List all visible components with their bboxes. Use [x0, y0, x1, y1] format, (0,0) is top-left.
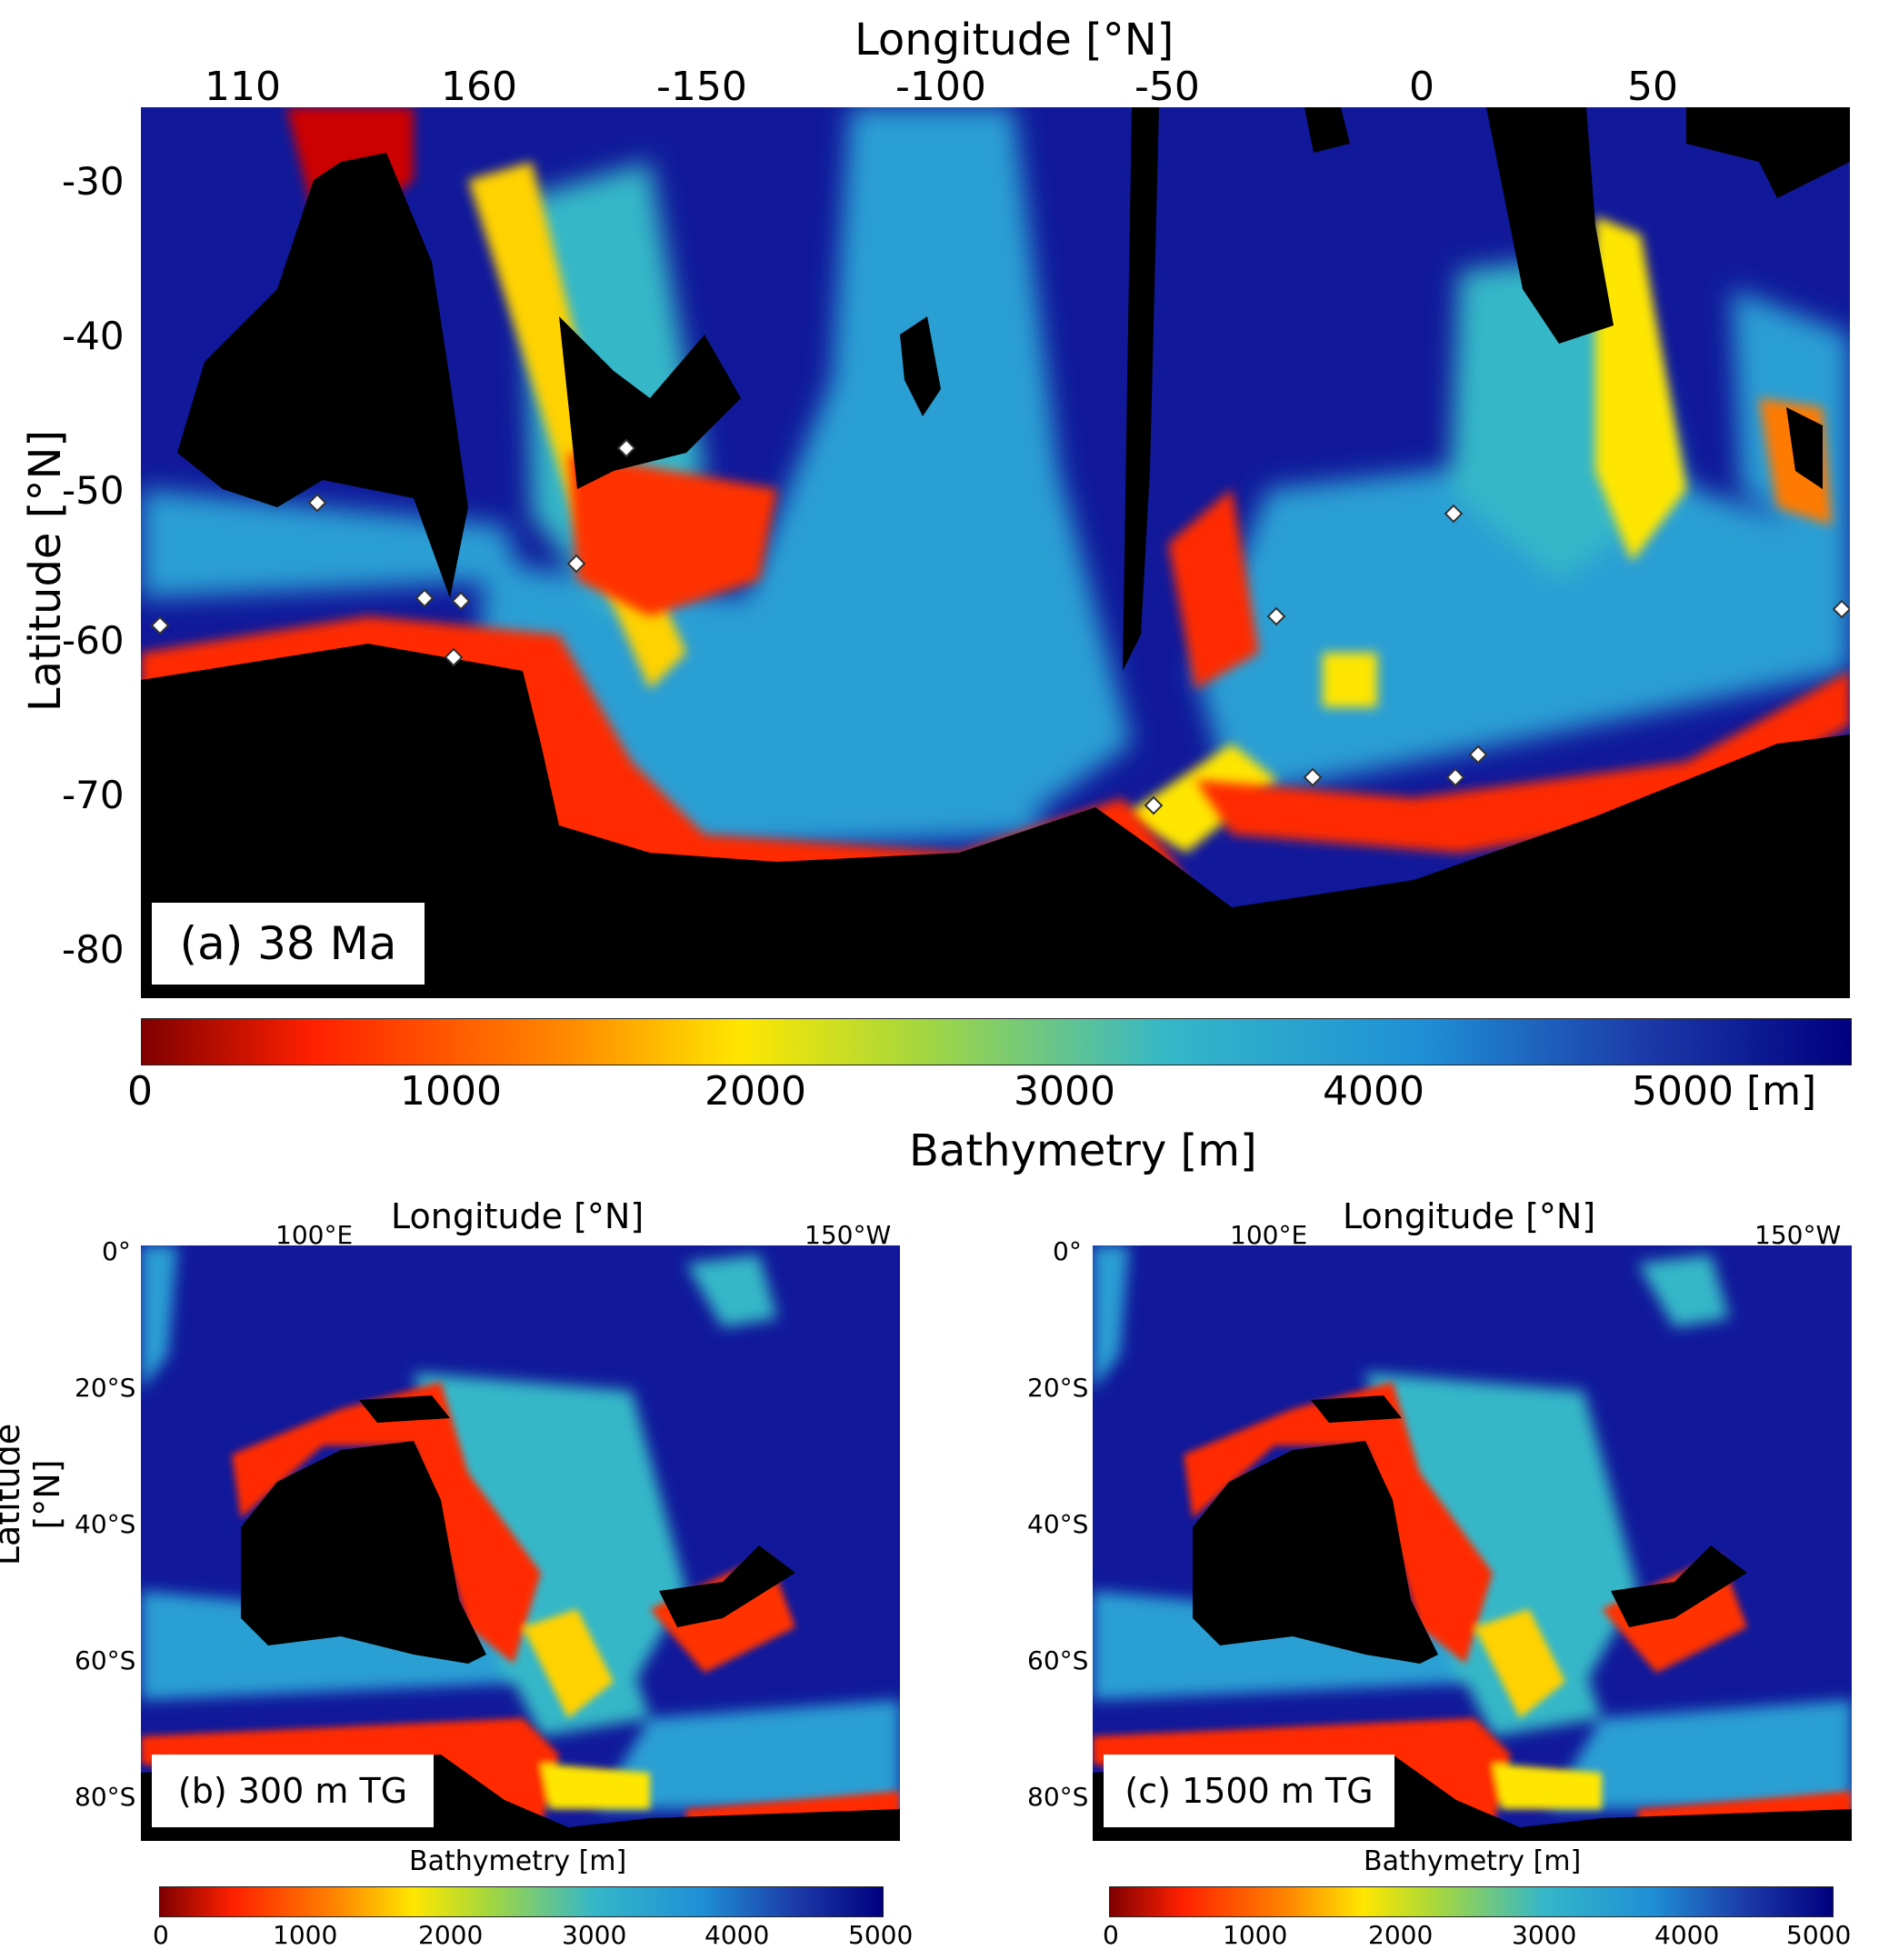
panel-c-xlabel: Longitude [°N] — [1343, 1196, 1596, 1236]
panel-c-x-tick: 100°E — [1230, 1220, 1308, 1250]
landmass-africa-south — [1686, 107, 1850, 198]
panel-b-cb-label: Bathymetry [m] — [409, 1845, 627, 1877]
landmass-africa — [1486, 107, 1614, 344]
landmass-new-zealand — [559, 316, 741, 489]
panel-c-cb-tick: 0 — [1103, 1920, 1119, 1950]
panel-a-y-tick: -50 — [62, 468, 125, 513]
landmass-madagascar-ridge — [1786, 407, 1823, 489]
panel-b-map: (b) 300 m TG — [141, 1245, 900, 1841]
panel-c-y-tick: 80°S — [1027, 1782, 1089, 1812]
landmass-new-zealand — [659, 1545, 795, 1627]
panel-a-y-tick: -40 — [62, 314, 125, 358]
panel-b-y-tick: 40°S — [75, 1509, 136, 1539]
panel-a-y-tick: -70 — [62, 773, 125, 817]
landmass-new-guinea — [1311, 1395, 1402, 1423]
panel-b-cb-tick: 2000 — [418, 1920, 484, 1950]
panel-a: Longitude [°N] 110 160 -150 -100 -50 0 5… — [20, 15, 1852, 1176]
landmass-australia — [241, 1441, 486, 1664]
landmass-antarctica — [141, 644, 1850, 998]
panel-a-cb-tick: 5000 [m] — [1632, 1068, 1817, 1115]
panel-a-cb-tick: 0 — [127, 1068, 153, 1115]
panel-a-cb-tick: 4000 — [1323, 1068, 1424, 1115]
panel-a-x-tick: -100 — [895, 64, 986, 110]
panel-a-y-tick: -30 — [62, 159, 125, 204]
landmass-australia — [1193, 1441, 1438, 1664]
panel-c-y-tick: 40°S — [1027, 1509, 1089, 1539]
panel-c-cb-tick: 5000 — [1786, 1920, 1852, 1950]
panel-c-y-tick: 20°S — [1027, 1373, 1089, 1403]
panel-c-cb-tick: 3000 — [1512, 1920, 1577, 1950]
panel-b-cb-tick: 5000 — [848, 1920, 914, 1950]
panel-a-x-tick: -150 — [656, 64, 747, 110]
panel-a-x-tick: 50 — [1627, 64, 1678, 110]
landmass-new-zealand — [1611, 1545, 1747, 1627]
landmass-small-island — [900, 316, 941, 416]
panel-c-x-tick: 150°W — [1754, 1220, 1842, 1250]
panel-c-map: (c) 1500 m TG — [1093, 1245, 1852, 1841]
panel-b-cb-tick: 4000 — [705, 1920, 770, 1950]
landmass-new-guinea — [359, 1395, 450, 1423]
panel-b-xlabel: Longitude [°N] — [391, 1196, 645, 1236]
panel-a-cb-tick: 1000 — [400, 1068, 502, 1115]
panel-a-cb-tick: 3000 — [1014, 1068, 1115, 1115]
panel-c-y-tick: 60°S — [1027, 1645, 1089, 1675]
panel-b-y-tick: 80°S — [75, 1782, 136, 1812]
site-markers — [150, 438, 1850, 815]
panel-a-cb-label: Bathymetry [m] — [909, 1125, 1257, 1176]
panel-b-cb-tick: 1000 — [273, 1920, 338, 1950]
panel-a-x-tick: -50 — [1134, 64, 1200, 110]
panel-a-x-tick: 0 — [1409, 64, 1434, 110]
panel-c-colorbar — [1109, 1886, 1834, 1917]
panel-b-cb-tick: 3000 — [562, 1920, 627, 1950]
panel-c-cb-tick: 1000 — [1223, 1920, 1288, 1950]
panel-c: Longitude [°N] 100°E 150°W 0° 20°S 40°S … — [945, 1182, 1879, 1960]
panel-c-cb-tick: 2000 — [1368, 1920, 1434, 1950]
panel-b-colorbar — [159, 1886, 884, 1917]
landmass-australia — [177, 153, 468, 598]
panel-a-x-tick: 160 — [441, 64, 517, 110]
panel-a-x-tick: 110 — [205, 64, 281, 110]
panel-b-cb-tick: 0 — [153, 1920, 169, 1950]
panel-a-map: (a) 38 Ma — [141, 107, 1850, 998]
panel-b-map-svg — [141, 1245, 900, 1841]
panel-b-y-tick: 20°S — [75, 1373, 136, 1403]
panel-a-label: (a) 38 Ma — [152, 903, 425, 985]
panel-b: Longitude [°N] 100°E 150°W Latitude [°N]… — [0, 1182, 936, 1960]
landmass-south-america — [1123, 107, 1159, 671]
panel-c-map-svg — [1093, 1245, 1852, 1841]
panel-b-label: (b) 300 m TG — [152, 1755, 434, 1827]
panel-a-xlabel: Longitude [°N] — [855, 15, 1174, 65]
panel-b-y-tick: 60°S — [75, 1645, 136, 1675]
panel-a-map-svg — [141, 107, 1850, 998]
panel-a-cb-tick: 2000 — [705, 1068, 806, 1115]
panel-c-label: (c) 1500 m TG — [1104, 1755, 1394, 1827]
panel-a-colorbar — [141, 1018, 1852, 1065]
panel-b-x-tick: 100°E — [275, 1220, 354, 1250]
panel-c-cb-tick: 4000 — [1654, 1920, 1720, 1950]
panel-a-y-tick: -80 — [62, 927, 125, 972]
panel-b-y-tick: 0° — [102, 1236, 131, 1266]
panel-c-cb-label: Bathymetry [m] — [1364, 1845, 1582, 1877]
panel-c-y-tick: 0° — [1053, 1236, 1082, 1266]
panel-a-y-tick: -60 — [62, 618, 125, 663]
panel-b-x-tick: 150°W — [805, 1220, 892, 1250]
panel-b-ylabel: Latitude [°N] — [0, 1423, 67, 1566]
